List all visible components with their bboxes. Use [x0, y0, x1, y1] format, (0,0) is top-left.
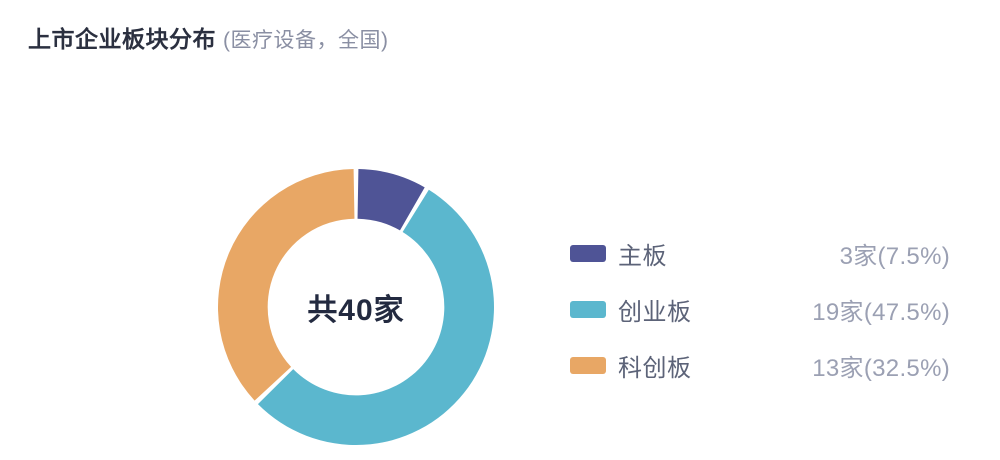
legend-item-value: 3家(7.5%) [839, 242, 950, 270]
donut-svg [217, 169, 494, 445]
legend-item-value: 19家(47.5%) [812, 298, 950, 326]
donut-slice-1[interactable] [257, 189, 494, 445]
title-main-text: 上市企业板块分布 [28, 26, 216, 52]
legend-item-label: 科创板 [618, 354, 692, 382]
legend-swatch-icon [570, 244, 606, 262]
donut-graphic: 共40家 [217, 168, 495, 446]
legend-item-label: 创业板 [618, 298, 692, 326]
page-title: 上市企业板块分布 (医疗设备，全国) [28, 20, 389, 54]
legend-item-0[interactable]: 主板 3家(7.5%) [570, 225, 950, 281]
legend-swatch-icon [570, 356, 606, 374]
donut-chart: 共40家 主板 3家(7.5%) 创业板 19家(47.5%) 科创板 13家(32.5%… [0, 60, 1000, 460]
legend-item-2[interactable]: 科创板 13家(32.5%) [570, 337, 950, 393]
title-subtitle-text: (医疗设备，全国) [223, 29, 389, 52]
legend-item-label: 主板 [618, 242, 667, 270]
donut-slice-2[interactable] [217, 169, 355, 401]
donut-slice-0[interactable] [357, 169, 425, 231]
legend-item-value: 13家(32.5%) [812, 354, 950, 382]
chart-legend: 主板 3家(7.5%) 创业板 19家(47.5%) 科创板 13家(32.5%) [570, 225, 950, 393]
legend-item-1[interactable]: 创业板 19家(47.5%) [570, 281, 950, 337]
legend-swatch-icon [570, 300, 606, 318]
